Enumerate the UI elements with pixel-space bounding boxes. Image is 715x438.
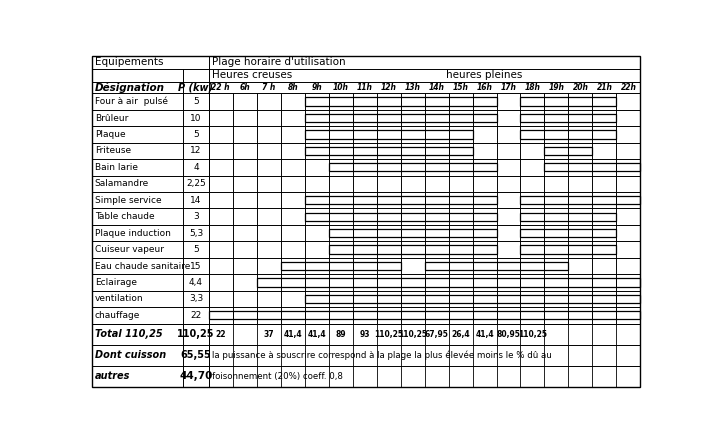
Bar [425,262,568,270]
Text: 10: 10 [190,113,202,123]
Text: 110,25: 110,25 [177,329,214,339]
Text: 89: 89 [335,330,346,339]
Text: Désignation: Désignation [95,82,164,93]
Text: heures pleines: heures pleines [446,70,523,80]
Text: Eclairage: Eclairage [95,278,137,287]
Bar [305,196,496,205]
Text: Cuiseur vapeur: Cuiseur vapeur [95,245,164,254]
Text: Table chaude: Table chaude [95,212,154,221]
Bar [521,131,616,138]
Bar [544,163,641,172]
Text: 19h: 19h [548,83,564,92]
Text: chauffage: chauffage [95,311,140,320]
Text: 3,3: 3,3 [189,294,203,304]
Bar [209,311,641,319]
Text: autres: autres [95,371,130,381]
Bar [521,245,616,254]
Text: 3: 3 [193,212,199,221]
Text: ventilation: ventilation [95,294,144,304]
Text: 14: 14 [190,196,202,205]
Text: Plaque: Plaque [95,130,125,139]
Text: la puissance à souscrire correspond à la plage la plus élevée moins le % dû au: la puissance à souscrire correspond à la… [212,350,551,360]
Bar [305,131,473,138]
Text: Equipements: Equipements [95,57,163,67]
Text: 5: 5 [193,130,199,139]
Text: 41,4: 41,4 [307,330,326,339]
Text: Salamandre: Salamandre [95,179,149,188]
Text: 9h: 9h [311,83,322,92]
Text: 7 h: 7 h [262,83,275,92]
Text: 22 h: 22 h [212,83,230,92]
Text: 5: 5 [193,245,199,254]
Text: 110,25: 110,25 [518,330,547,339]
Text: foisonnement (20%) coeff. 0,8: foisonnement (20%) coeff. 0,8 [212,372,342,381]
Text: 17h: 17h [500,83,516,92]
Text: 12h: 12h [380,83,397,92]
Text: 15: 15 [190,261,202,271]
Bar [305,295,641,303]
Bar [281,262,400,270]
Text: Eau chaude sanitaire: Eau chaude sanitaire [95,261,190,271]
Bar [544,147,593,155]
Bar [521,229,616,237]
Text: 5: 5 [193,97,199,106]
Text: 2,25: 2,25 [186,179,206,188]
Text: 14h: 14h [428,83,445,92]
Bar [305,98,496,106]
Text: 65,55: 65,55 [181,350,212,360]
Text: Brûleur: Brûleur [95,113,128,123]
Bar [257,279,641,286]
Bar [329,229,496,237]
Text: 15h: 15h [453,83,468,92]
Text: Plage horaire d'utilisation: Plage horaire d'utilisation [212,57,345,67]
Text: 26,4: 26,4 [451,330,470,339]
Text: Plaque induction: Plaque induction [95,229,171,238]
Text: 20h: 20h [573,83,588,92]
Bar [329,163,496,172]
Text: 22: 22 [190,311,202,320]
Text: 44,70: 44,70 [179,371,212,381]
Bar [521,196,641,205]
Text: 13h: 13h [405,83,420,92]
Text: 12: 12 [190,146,202,155]
Text: 4: 4 [193,163,199,172]
Bar [521,114,616,122]
Text: 22h: 22h [621,83,636,92]
Bar [305,147,473,155]
Text: 67,95: 67,95 [425,330,448,339]
Text: 37: 37 [263,330,274,339]
Text: Dont cuisson: Dont cuisson [95,350,166,360]
Text: 110,25: 110,25 [398,330,427,339]
Text: Heures creuses: Heures creuses [212,70,292,80]
Text: 11h: 11h [357,83,373,92]
Text: 22: 22 [215,330,226,339]
Text: Friteuse: Friteuse [95,146,131,155]
Text: 8h: 8h [287,83,298,92]
Bar [521,98,616,106]
Text: 18h: 18h [525,83,541,92]
Text: 4,4: 4,4 [189,278,203,287]
Text: 80,95: 80,95 [496,330,521,339]
Text: 93: 93 [360,330,370,339]
Text: 21h: 21h [596,83,612,92]
Text: 6h: 6h [240,83,250,92]
Text: 10h: 10h [332,83,349,92]
Text: 41,4: 41,4 [475,330,494,339]
Text: Four à air  pulsé: Four à air pulsé [95,97,168,106]
Text: 5,3: 5,3 [189,229,203,238]
Text: P (kw): P (kw) [179,83,214,92]
Text: 41,4: 41,4 [283,330,302,339]
Bar [305,114,496,122]
Bar [521,212,616,221]
Text: Total 110,25: Total 110,25 [95,329,162,339]
Text: 110,25: 110,25 [374,330,403,339]
Bar [305,212,496,221]
Text: Simple service: Simple service [95,196,162,205]
Bar [329,245,496,254]
Text: 16h: 16h [477,83,493,92]
Text: Bain larie: Bain larie [95,163,138,172]
